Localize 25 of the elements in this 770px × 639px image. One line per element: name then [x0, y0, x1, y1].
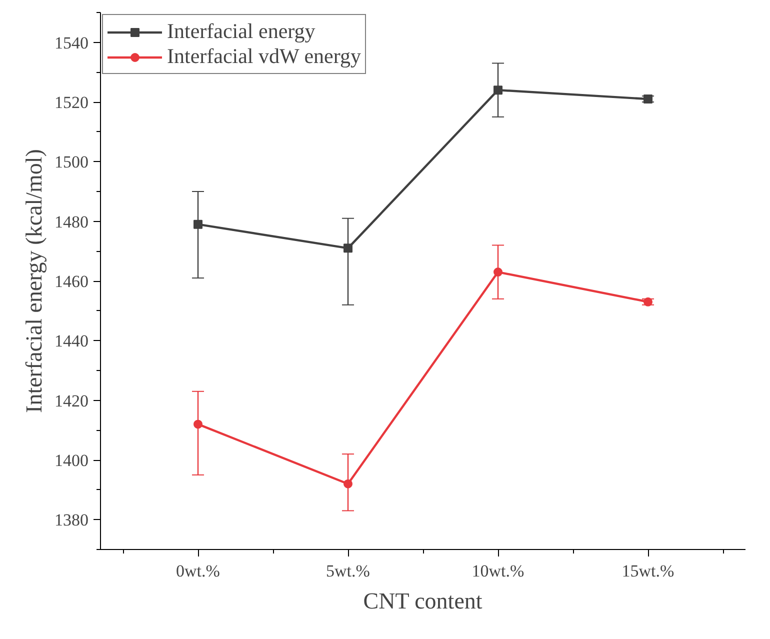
x-tick-label: 5wt.% [326, 562, 370, 580]
x-tick-label: 0wt.% [176, 562, 220, 580]
y-tick-label: 1520 [54, 93, 88, 112]
point [194, 420, 202, 429]
x-tick-label: 15wt.% [622, 562, 674, 580]
y-tick-label: 1440 [54, 332, 88, 351]
y-tick-label: 1480 [54, 212, 88, 232]
y-tick-label: 1540 [54, 33, 88, 52]
point [494, 86, 502, 95]
point [644, 297, 652, 306]
point [344, 479, 352, 488]
point [194, 220, 202, 229]
y-axis-title: Interfacial energy (kcal/mol) [22, 149, 46, 413]
point [494, 268, 502, 277]
y-tick-label: 1460 [54, 272, 88, 291]
x-tick-label: 10wt.% [472, 562, 524, 580]
y-tick-label: 1380 [54, 510, 88, 530]
y-tick-label: 1420 [54, 391, 88, 410]
y-tick-label: 1400 [54, 451, 88, 470]
x-axis-title: CNT content [363, 588, 483, 614]
y-tick-label: 1500 [54, 152, 88, 172]
legend-label: Interfacial energy [167, 19, 316, 44]
legend-label: Interfacial vdW energy [167, 44, 361, 69]
point [344, 244, 352, 253]
point [644, 94, 652, 104]
